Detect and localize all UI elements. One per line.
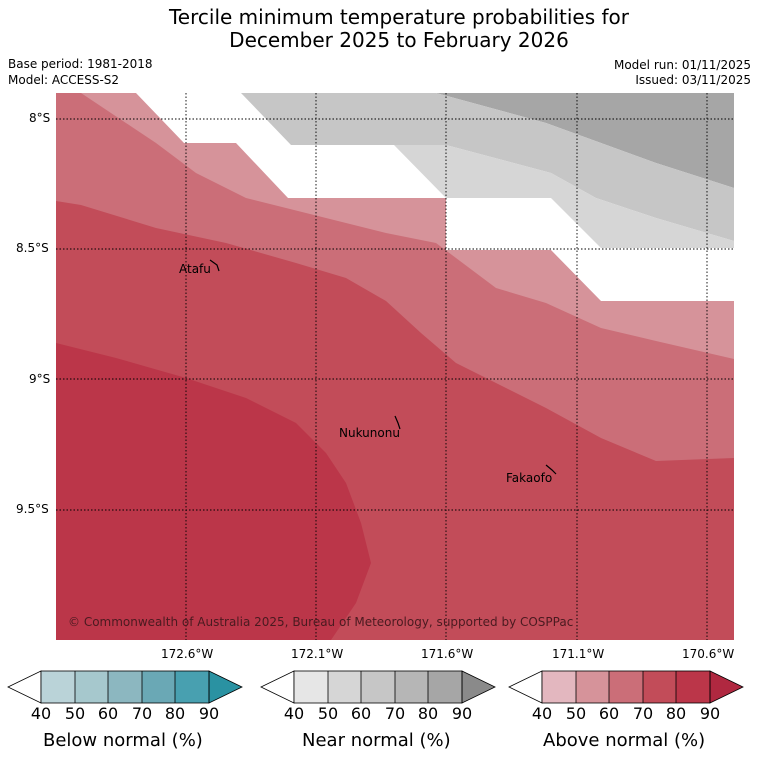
near-normal-50-region (394, 145, 734, 248)
near-normal-60-region (241, 93, 734, 241)
colorbar-near-bin-60 (361, 671, 395, 703)
colorbar-near-under-arrow (260, 670, 295, 704)
base-period: Base period: 1981-2018 (8, 57, 153, 71)
lat-tick-9S: 9°S (29, 372, 51, 386)
cb-near-tick-70: 70 (384, 704, 406, 723)
cb-above-tick-80: 80 (665, 704, 687, 723)
colorbar-near (260, 670, 496, 704)
probability-map (56, 93, 734, 640)
model-run: Model run: 01/11/2025 (613, 58, 751, 72)
lon-tick-171-1W: 171.1°W (552, 647, 605, 661)
colorbar-above-bin-40 (542, 671, 576, 703)
colorbar-above-under-arrow (508, 670, 543, 704)
colorbar-below-under-arrow (7, 670, 42, 704)
cb-below-tick-50: 50 (64, 704, 86, 723)
lon-tick-170-6W: 170.6°W (682, 647, 735, 661)
cb-below-tick-90: 90 (198, 704, 220, 723)
colorbar-above (508, 670, 744, 704)
colorbar-near-over-arrow (461, 670, 496, 704)
colorbar-below-bin-80 (175, 671, 209, 703)
island-label-nukunonu: Nukunonu (339, 426, 400, 440)
lon-tick-172-1W: 172.1°W (291, 647, 344, 661)
island-label-fakaofo: Fakaofo (506, 471, 553, 485)
colorbar-above-bin-80 (676, 671, 710, 703)
atafu-outline (209, 259, 220, 272)
island-label-atafu: Atafu (179, 262, 211, 276)
chart-title-line1: Tercile minimum temperature probabilitie… (168, 5, 630, 29)
colorbar-below-over-arrow (208, 670, 243, 704)
colorbar-near-bin-70 (395, 671, 428, 703)
colorbar-label-below: Below normal (%) (43, 730, 203, 751)
colorbar-below (7, 670, 243, 704)
colorbar-label-near: Near normal (%) (302, 730, 451, 751)
cb-below-tick-60: 60 (97, 704, 119, 723)
graticule (56, 93, 734, 640)
colorbar-near-bin-80 (428, 671, 462, 703)
cb-near-tick-80: 80 (417, 704, 439, 723)
cb-above-tick-40: 40 (531, 704, 553, 723)
cb-below-tick-40: 40 (30, 704, 52, 723)
model-name: Model: ACCESS-S2 (8, 73, 120, 87)
colorbar-above-bin-70 (643, 671, 676, 703)
cb-above-tick-50: 50 (565, 704, 587, 723)
lon-tick-171-6W: 171.6°W (421, 647, 474, 661)
cb-near-tick-40: 40 (283, 704, 305, 723)
near-normal-70-region (436, 93, 734, 188)
chart-title-line2: December 2025 to February 2026 (229, 28, 569, 52)
lat-tick-8-5S: 8.5°S (16, 241, 49, 255)
issued-date: Issued: 03/11/2025 (635, 73, 751, 87)
colorbar-below-bin-40 (41, 671, 75, 703)
lon-tick-172-6W: 172.6°W (161, 647, 214, 661)
colorbar-label-above: Above normal (%) (543, 730, 706, 751)
cb-near-tick-60: 60 (350, 704, 372, 723)
cb-near-tick-90: 90 (451, 704, 473, 723)
fakaofo-outline (545, 464, 557, 475)
colorbar-below-bin-50 (75, 671, 108, 703)
cb-above-tick-90: 90 (699, 704, 721, 723)
cb-above-tick-60: 60 (598, 704, 620, 723)
lat-tick-9-5S: 9.5°S (16, 502, 49, 516)
colorbar-above-bin-60 (609, 671, 643, 703)
colorbar-below-bin-70 (142, 671, 175, 703)
copyright-notice: © Commonwealth of Australia 2025, Bureau… (68, 615, 574, 629)
colorbar-near-bin-40 (294, 671, 328, 703)
colorbar-near-bin-50 (328, 671, 361, 703)
cb-below-tick-80: 80 (164, 704, 186, 723)
colorbar-above-bin-50 (576, 671, 609, 703)
nukunonu-outline (394, 415, 401, 430)
lat-tick-8S: 8°S (29, 111, 51, 125)
above-normal-80-region (56, 343, 371, 640)
cb-below-tick-70: 70 (131, 704, 153, 723)
colorbars (7, 670, 744, 704)
colorbar-below-bin-60 (108, 671, 142, 703)
colorbar-above-over-arrow (709, 670, 744, 704)
cb-above-tick-70: 70 (632, 704, 654, 723)
cb-near-tick-50: 50 (317, 704, 339, 723)
